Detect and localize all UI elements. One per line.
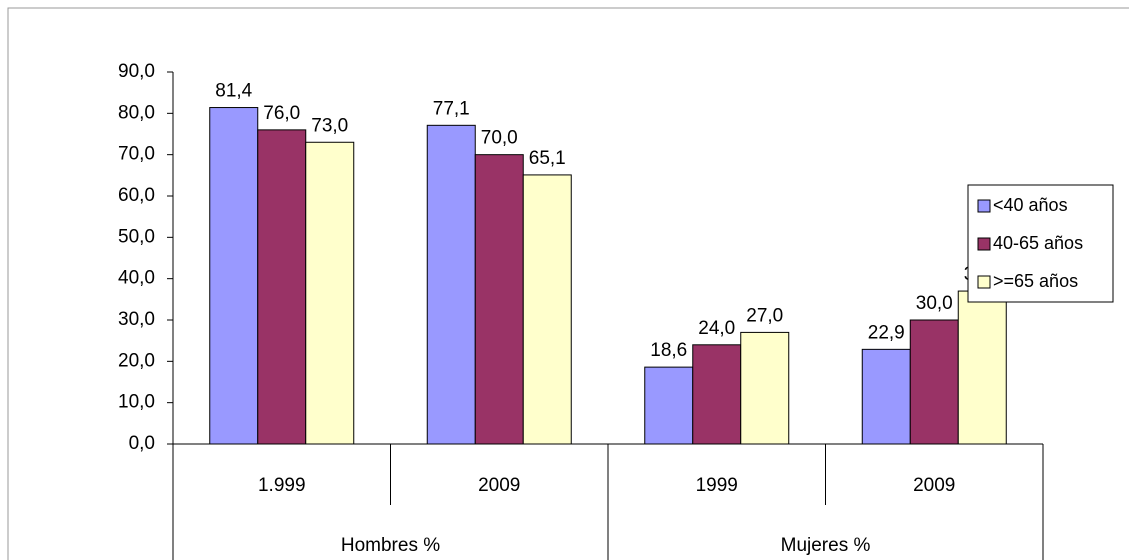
x-tick-label: 2009 — [478, 475, 520, 496]
data-label: 77,1 — [433, 98, 470, 119]
data-label: 18,6 — [650, 340, 687, 361]
category-group-label: Hombres % — [341, 535, 440, 556]
data-label: 70,0 — [481, 128, 518, 149]
y-tick-label: 40,0 — [118, 268, 155, 289]
y-tick-label: 20,0 — [118, 350, 155, 371]
legend-swatch — [977, 237, 991, 251]
data-label: 27,0 — [746, 305, 783, 326]
bar — [257, 129, 307, 445]
bar — [426, 124, 476, 445]
y-tick-label: 0,0 — [129, 433, 155, 454]
y-tick-label: 80,0 — [118, 102, 155, 123]
x-tick-label: 2009 — [913, 475, 955, 496]
bar — [692, 344, 742, 445]
bar — [644, 366, 694, 445]
bar — [861, 348, 911, 445]
data-label: 73,0 — [311, 115, 348, 136]
y-tick-label: 70,0 — [118, 144, 155, 165]
legend-box — [967, 184, 1114, 303]
y-tick-label: 60,0 — [118, 185, 155, 206]
data-label: 76,0 — [263, 103, 300, 124]
legend-swatch — [977, 275, 991, 289]
bar — [209, 107, 259, 445]
legend-label: 40-65 años — [993, 233, 1083, 253]
x-tick-label: 1999 — [696, 475, 738, 496]
bar — [474, 154, 524, 445]
legend-swatch — [977, 199, 991, 213]
category-group-label: Mujeres % — [781, 535, 871, 556]
bar — [909, 319, 959, 445]
y-tick-label: 90,0 — [118, 61, 155, 82]
bar — [740, 331, 790, 445]
y-tick-label: 50,0 — [118, 226, 155, 247]
y-tick-label: 10,0 — [118, 392, 155, 413]
y-tick-label: 30,0 — [118, 309, 155, 330]
legend-label: <40 años — [993, 195, 1068, 215]
data-label: 65,1 — [529, 148, 566, 169]
x-tick-label: 1.999 — [258, 475, 306, 496]
chart-border — [7, 7, 1129, 560]
bar — [305, 141, 355, 445]
legend-label: >=65 años — [993, 271, 1078, 291]
bar — [957, 290, 1007, 445]
data-label: 30,0 — [916, 293, 953, 314]
bar — [522, 174, 572, 445]
data-label: 22,9 — [868, 322, 905, 343]
data-label: 81,4 — [215, 81, 252, 102]
data-label: 24,0 — [698, 318, 735, 339]
